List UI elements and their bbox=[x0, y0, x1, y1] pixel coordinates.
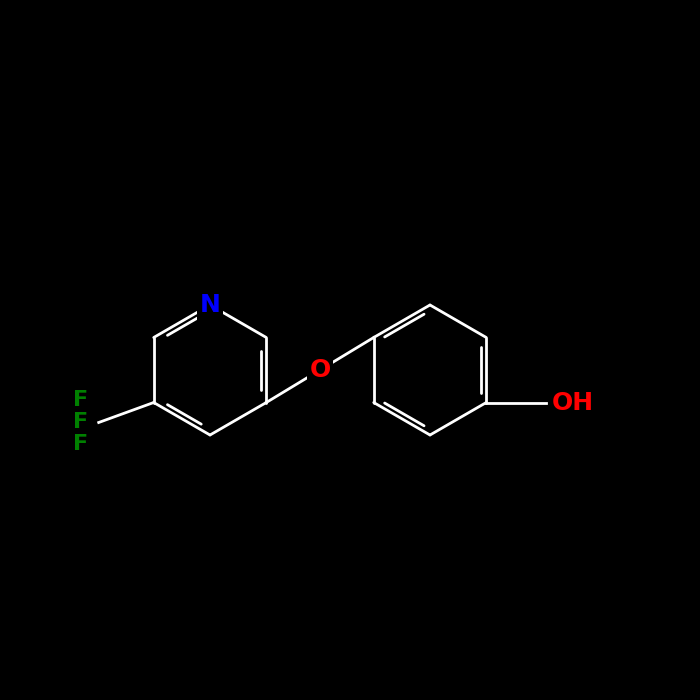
Text: N: N bbox=[199, 293, 220, 317]
Text: F: F bbox=[73, 435, 88, 454]
Text: O: O bbox=[309, 358, 330, 382]
Text: OH: OH bbox=[552, 391, 594, 414]
Text: F: F bbox=[73, 391, 88, 410]
Text: F: F bbox=[73, 412, 88, 433]
